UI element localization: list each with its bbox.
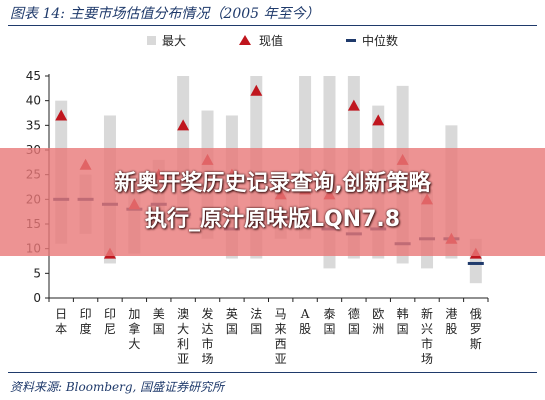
legend-range-label: 最大 — [162, 34, 186, 48]
category-label: 印尼 — [104, 307, 116, 336]
current-marker — [250, 84, 263, 96]
y-tick-label: 45 — [26, 69, 41, 83]
legend-current-label: 现值 — [259, 33, 283, 48]
category-label: 法国 — [250, 307, 262, 336]
figure-title: 图表 14: 主要市场估值分布情况（2005 年至今） — [10, 6, 320, 22]
title-rule — [8, 25, 537, 26]
current-marker — [177, 119, 190, 131]
category-label: 韩国 — [397, 306, 409, 336]
category-label: 英国 — [226, 307, 238, 336]
y-tick-label: 5 — [33, 266, 41, 280]
legend-current-icon — [239, 35, 251, 45]
overlay-banner: 新奥开奖历史记录查询,创新策略 执行_原汁原味版LQN7.8 — [0, 148, 545, 256]
source-rule — [8, 372, 537, 373]
category-label: 泰国 — [323, 307, 335, 336]
current-marker — [55, 109, 68, 121]
current-marker — [372, 114, 385, 126]
banner-line-1: 新奥开奖历史记录查询,创新策略 — [114, 171, 431, 196]
category-label: 澳大利亚 — [177, 307, 189, 366]
category-label: 日本 — [55, 307, 67, 336]
median-marker — [467, 261, 484, 265]
y-tick-label: 0 — [33, 291, 41, 305]
category-label: 加拿大 — [128, 307, 140, 351]
chart-legend: 最大 现值 中位数 — [147, 33, 398, 48]
category-label: 俄罗斯 — [470, 307, 482, 351]
category-label: 新兴市场 — [421, 306, 433, 366]
source-note: 资料来源: Bloomberg, 国盛证券研究所 — [10, 380, 225, 394]
banner-line-2: 执行_原汁原味版LQN7.8 — [144, 207, 401, 232]
category-label: 德国 — [348, 306, 360, 336]
legend-median-label: 中位数 — [362, 33, 398, 48]
category-label: 印度 — [80, 307, 92, 336]
y-tick-label: 40 — [26, 94, 41, 108]
category-label: 美国 — [153, 307, 165, 336]
category-label: 港股 — [445, 307, 457, 336]
y-tick-label: 35 — [26, 118, 41, 132]
legend-median-icon — [346, 39, 356, 42]
category-label: 欧洲 — [372, 307, 384, 336]
current-marker — [347, 99, 360, 111]
legend-range-swatch — [147, 36, 156, 45]
category-label: 马来西亚 — [275, 307, 287, 366]
category-label: 发达市场 — [202, 306, 214, 366]
